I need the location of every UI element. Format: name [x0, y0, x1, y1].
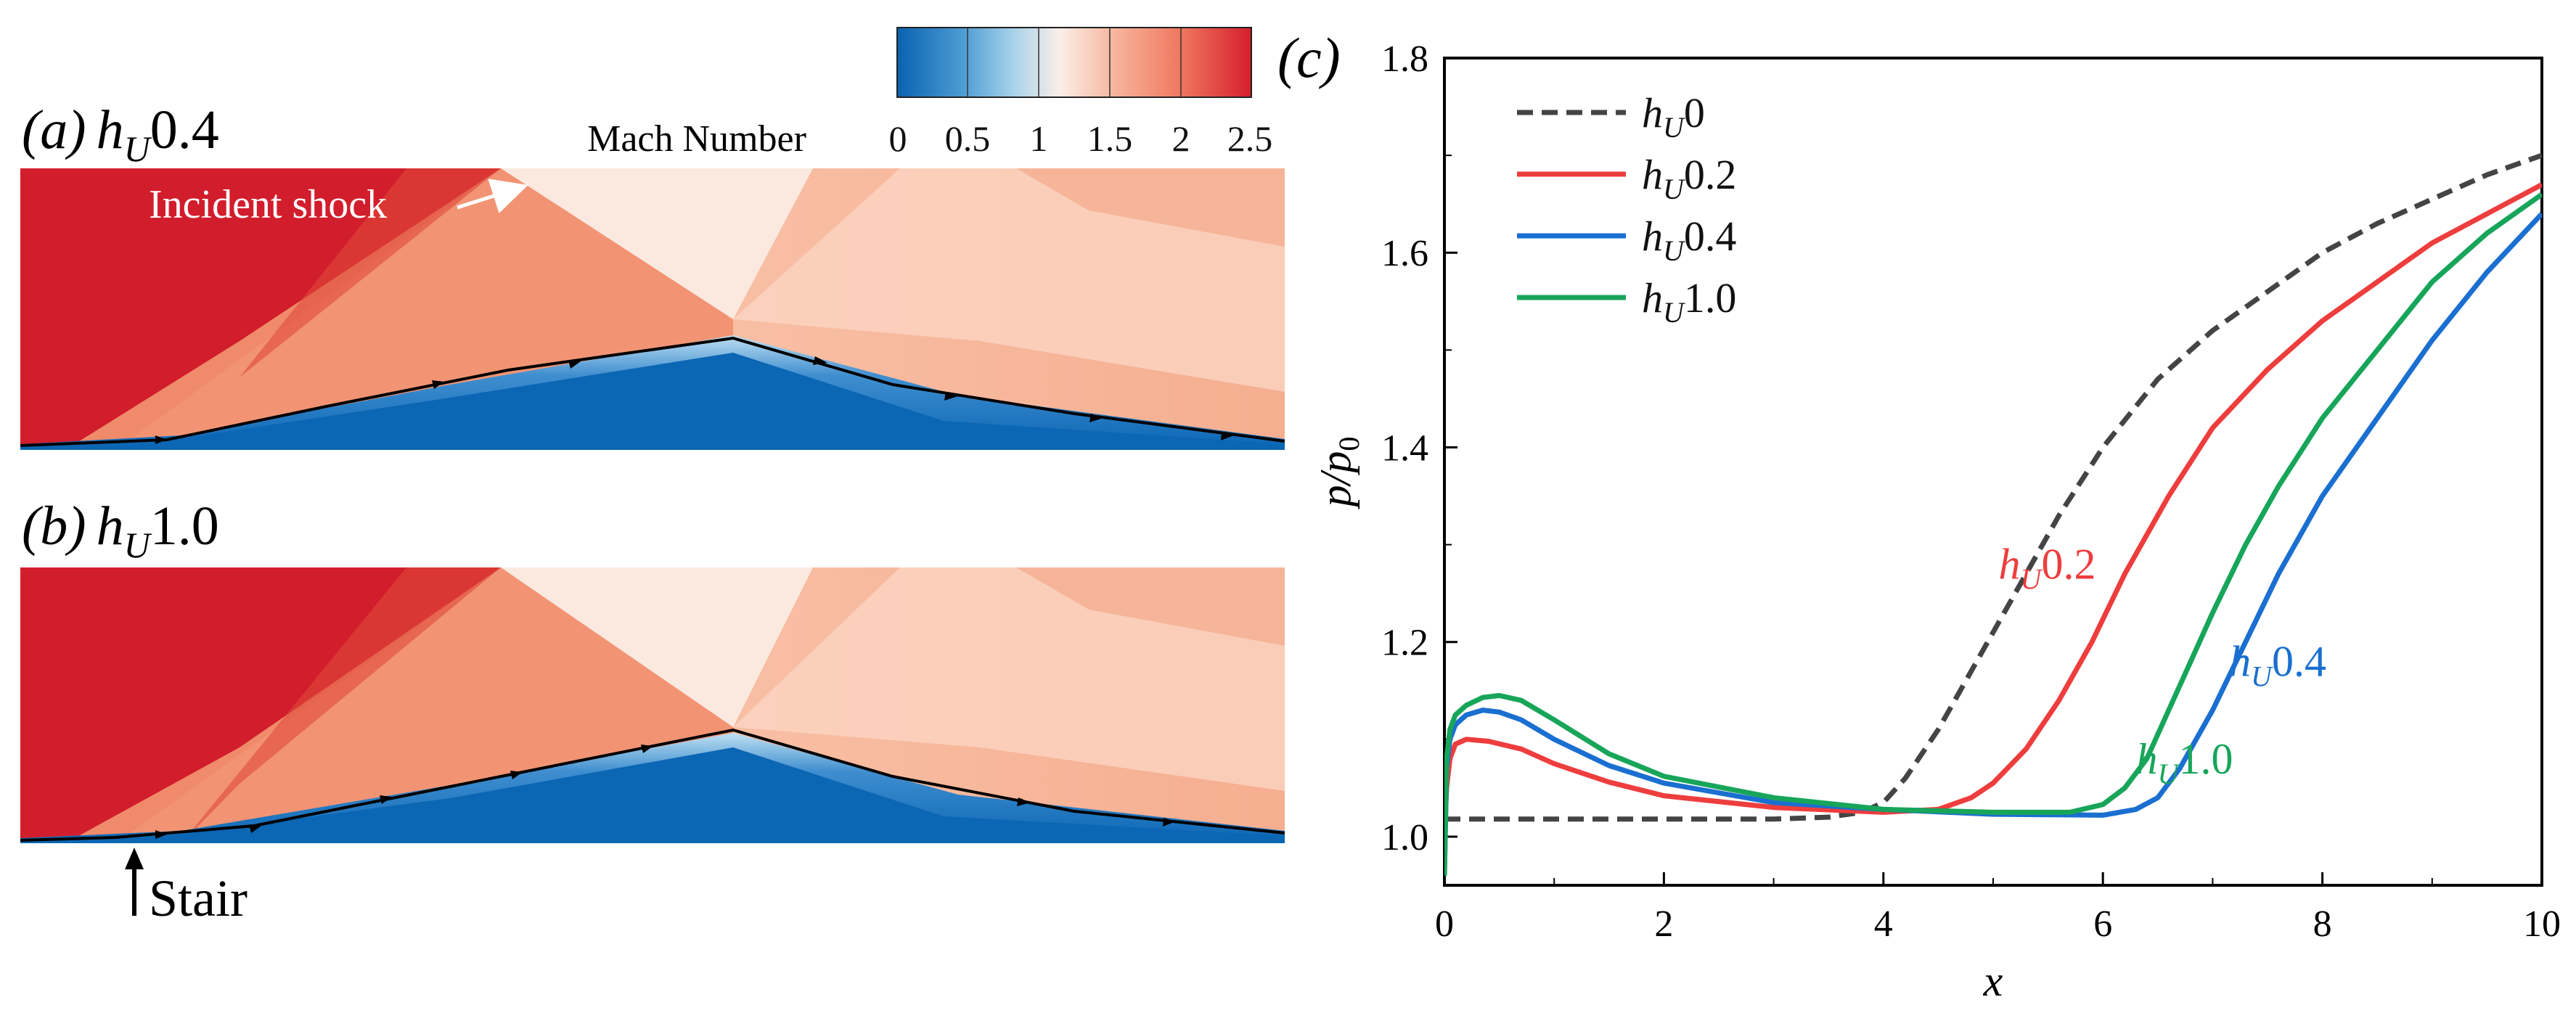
inline-label-hU0.2: hU0.2 — [1999, 541, 2096, 596]
y-axis-label: p/p0 — [1312, 437, 1365, 510]
colorbar-tick-2.5: 2.5 — [1227, 118, 1273, 159]
streamline-a — [20, 336, 1285, 447]
y-tick-label: 1.0 — [1381, 817, 1428, 858]
y-tick-label: 1.6 — [1381, 233, 1428, 274]
legend-label-hU1.0: hU1.0 — [1642, 274, 1736, 329]
contour-b — [20, 567, 1285, 843]
x-tick-label: 4 — [1874, 903, 1893, 945]
incident-shock-arrow — [457, 179, 528, 213]
inline-label-hU0.4: hU0.4 — [2229, 638, 2326, 693]
panel-c-label: (c) — [1277, 26, 1341, 89]
x-tick-label: 0 — [1435, 903, 1454, 945]
inline-label-layer: hU0.2 hU0.4 hU1.0 — [1999, 541, 2326, 790]
panel-a: (a) hU0.4 — [20, 99, 1285, 450]
series-layer — [1444, 152, 2542, 876]
series-line-hU0.4 — [1444, 212, 2542, 876]
contour-a — [20, 168, 1285, 450]
x-tick-label: 10 — [2523, 903, 2561, 945]
x-axis-label: x — [1983, 957, 2003, 1005]
legend-label-hU0: hU0 — [1642, 89, 1705, 144]
y-tick-label: 1.4 — [1381, 427, 1428, 469]
series-line-hU1.0 — [1444, 192, 2542, 876]
panel-b: (b) hU1.0 Stair — [20, 496, 1285, 927]
colorbar-tick-1: 1 — [1030, 118, 1048, 159]
x-tick-label: 8 — [2313, 903, 2332, 945]
inline-label-hU1.0: hU1.0 — [2136, 735, 2233, 790]
series-line-hU0.2 — [1444, 182, 2542, 837]
colorbar-tick-1.5: 1.5 — [1087, 118, 1133, 159]
streamline-b — [20, 728, 1285, 842]
stair-arrowhead — [125, 848, 144, 869]
colorbar-tick-0.5: 0.5 — [945, 118, 991, 159]
plot-frame — [1443, 57, 2543, 887]
panel-c: (c) 0 2 4 6 8 10 1.0 1.2 1.4 1.6 1.8 hU0.2 hU0.4 hU1… — [1277, 26, 2561, 1005]
x-tick-label: 6 — [2093, 903, 2112, 945]
legend: hU0 hU0.2 hU0.4 hU1.0 — [1517, 89, 1736, 329]
panel-b-title: (b) hU1.0 — [22, 496, 219, 565]
colorbar-tick-0: 0 — [889, 118, 907, 159]
x-tick-label: 2 — [1654, 903, 1673, 945]
colorbar-title: Mach Number — [587, 118, 806, 160]
colorbar: 0 0.5 1 1.5 2 2.5 Mach Number — [587, 27, 1273, 160]
y-tick-label: 1.2 — [1381, 623, 1428, 664]
colorbar-tick-2: 2 — [1172, 118, 1190, 159]
incident-shock-label: Incident shock — [149, 182, 387, 227]
colorbar-gradient — [896, 27, 1252, 98]
panel-a-title: (a) hU0.4 — [22, 99, 219, 169]
stair-label: Stair — [149, 869, 248, 927]
legend-label-hU0.4: hU0.4 — [1642, 213, 1736, 267]
legend-label-hU0.2: hU0.2 — [1642, 151, 1736, 205]
tick-layer: 0 2 4 6 8 10 1.0 1.2 1.4 1.6 1.8 — [1381, 38, 2561, 945]
series-line-hU0 — [1444, 152, 2542, 822]
y-tick-label: 1.8 — [1381, 38, 1428, 80]
